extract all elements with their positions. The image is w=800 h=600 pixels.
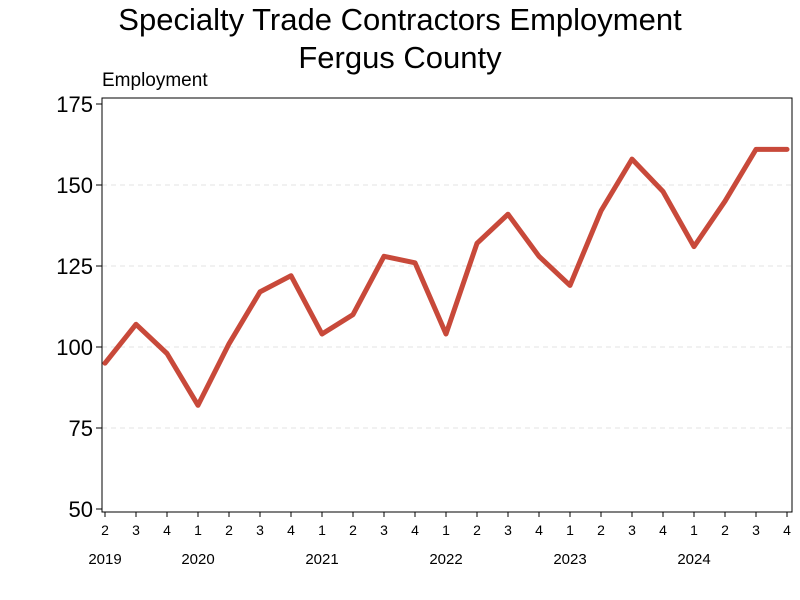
data-point (598, 208, 604, 214)
x-tick-label: 1 (442, 522, 450, 538)
y-tick-label: 100 (56, 335, 93, 360)
x-tick-label: 2 (349, 522, 357, 538)
x-tick-label: 3 (628, 522, 636, 538)
x-tick-label: 4 (411, 522, 419, 538)
x-tick-label: 4 (535, 522, 543, 538)
x-year-label: 2021 (305, 551, 338, 568)
x-tick-label: 1 (566, 522, 574, 538)
x-tick-label: 4 (163, 522, 171, 538)
data-point (288, 273, 294, 278)
data-point (102, 361, 108, 366)
data-point (381, 254, 387, 259)
data-point (412, 260, 418, 265)
x-tick-label: 1 (318, 522, 326, 538)
data-point (257, 289, 263, 295)
gridlines (102, 184, 792, 429)
data-point (319, 331, 325, 337)
y-tick-label: 50 (69, 497, 93, 522)
data-point (629, 156, 635, 162)
x-tick-label: 2 (225, 522, 233, 538)
data-point (660, 189, 666, 194)
y-tick-label: 75 (69, 416, 93, 441)
x-year-label: 2019 (88, 551, 121, 568)
y-axis-label: Employment (102, 70, 208, 91)
x-tick-label: 3 (504, 522, 512, 538)
x-tick-label: 1 (194, 522, 202, 538)
y-tick-label: 175 (56, 92, 93, 117)
data-point (722, 199, 728, 204)
x-year-label: 2024 (677, 551, 710, 568)
x-year-label: 2023 (553, 551, 586, 568)
y-tick-label: 150 (56, 173, 93, 198)
x-axis-ticks: 2 3 4 1 2 3 4 1 2 3 4 1 2 3 4 1 2 3 4 1 2 3 4 2019 2020 2021 2022 2… (88, 512, 791, 568)
data-point (195, 403, 201, 408)
x-tick-label: 4 (659, 522, 667, 538)
y-tick-label: 125 (56, 254, 93, 279)
series-line (102, 146, 790, 408)
data-point (753, 147, 759, 152)
x-year-label: 2020 (181, 551, 214, 568)
x-tick-label: 2 (101, 522, 109, 538)
x-tick-label: 4 (783, 522, 791, 538)
chart-title-line-2: Fergus County (298, 40, 502, 75)
x-tick-label: 1 (690, 522, 698, 538)
data-point (226, 341, 232, 346)
chart-title-line-1: Specialty Trade Contractors Employment (118, 2, 682, 37)
data-point (536, 254, 542, 259)
x-year-label: 2022 (429, 551, 462, 568)
x-tick-label: 3 (752, 522, 760, 538)
data-point (784, 147, 790, 152)
data-point (164, 351, 170, 356)
data-point (567, 283, 573, 288)
data-point (505, 212, 511, 217)
plot-frame (101, 97, 793, 513)
data-point (691, 244, 697, 249)
x-tick-label: 3 (380, 522, 388, 538)
x-tick-label: 2 (597, 522, 605, 538)
data-point (133, 322, 139, 327)
x-tick-label: 2 (473, 522, 481, 538)
data-point (350, 312, 356, 317)
data-point (443, 331, 449, 337)
y-axis-ticks: 50 75 100 125 150 175 (56, 92, 102, 522)
series-layer (102, 146, 790, 408)
x-tick-label: 3 (256, 522, 264, 538)
x-tick-label: 3 (132, 522, 140, 538)
data-point (474, 241, 480, 246)
x-tick-label: 2 (721, 522, 729, 538)
x-tick-label: 4 (287, 522, 295, 538)
